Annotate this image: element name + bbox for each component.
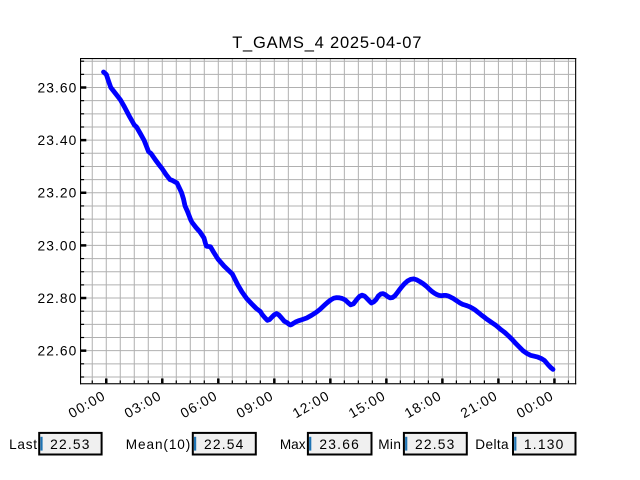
- svg-text:22.53: 22.53: [50, 437, 91, 452]
- svg-text:Delta: Delta: [475, 437, 509, 452]
- svg-text:23.60: 23.60: [38, 80, 78, 95]
- svg-text:22.60: 22.60: [38, 344, 78, 359]
- svg-text:1.130: 1.130: [524, 437, 565, 452]
- svg-text:23.00: 23.00: [38, 238, 78, 253]
- svg-text:Min: Min: [378, 437, 401, 452]
- svg-text:22.80: 22.80: [38, 291, 78, 306]
- svg-text:Max: Max: [280, 437, 306, 452]
- svg-text:23.66: 23.66: [319, 437, 360, 452]
- svg-text:Mean(10): Mean(10): [126, 437, 191, 452]
- svg-text:T_GAMS_4 2025-04-07: T_GAMS_4 2025-04-07: [232, 34, 422, 52]
- svg-text:23.40: 23.40: [38, 133, 78, 148]
- svg-text:22.53: 22.53: [415, 437, 456, 452]
- svg-text:22.54: 22.54: [204, 437, 245, 452]
- svg-text:Last: Last: [9, 437, 38, 452]
- svg-text:23.20: 23.20: [38, 186, 78, 201]
